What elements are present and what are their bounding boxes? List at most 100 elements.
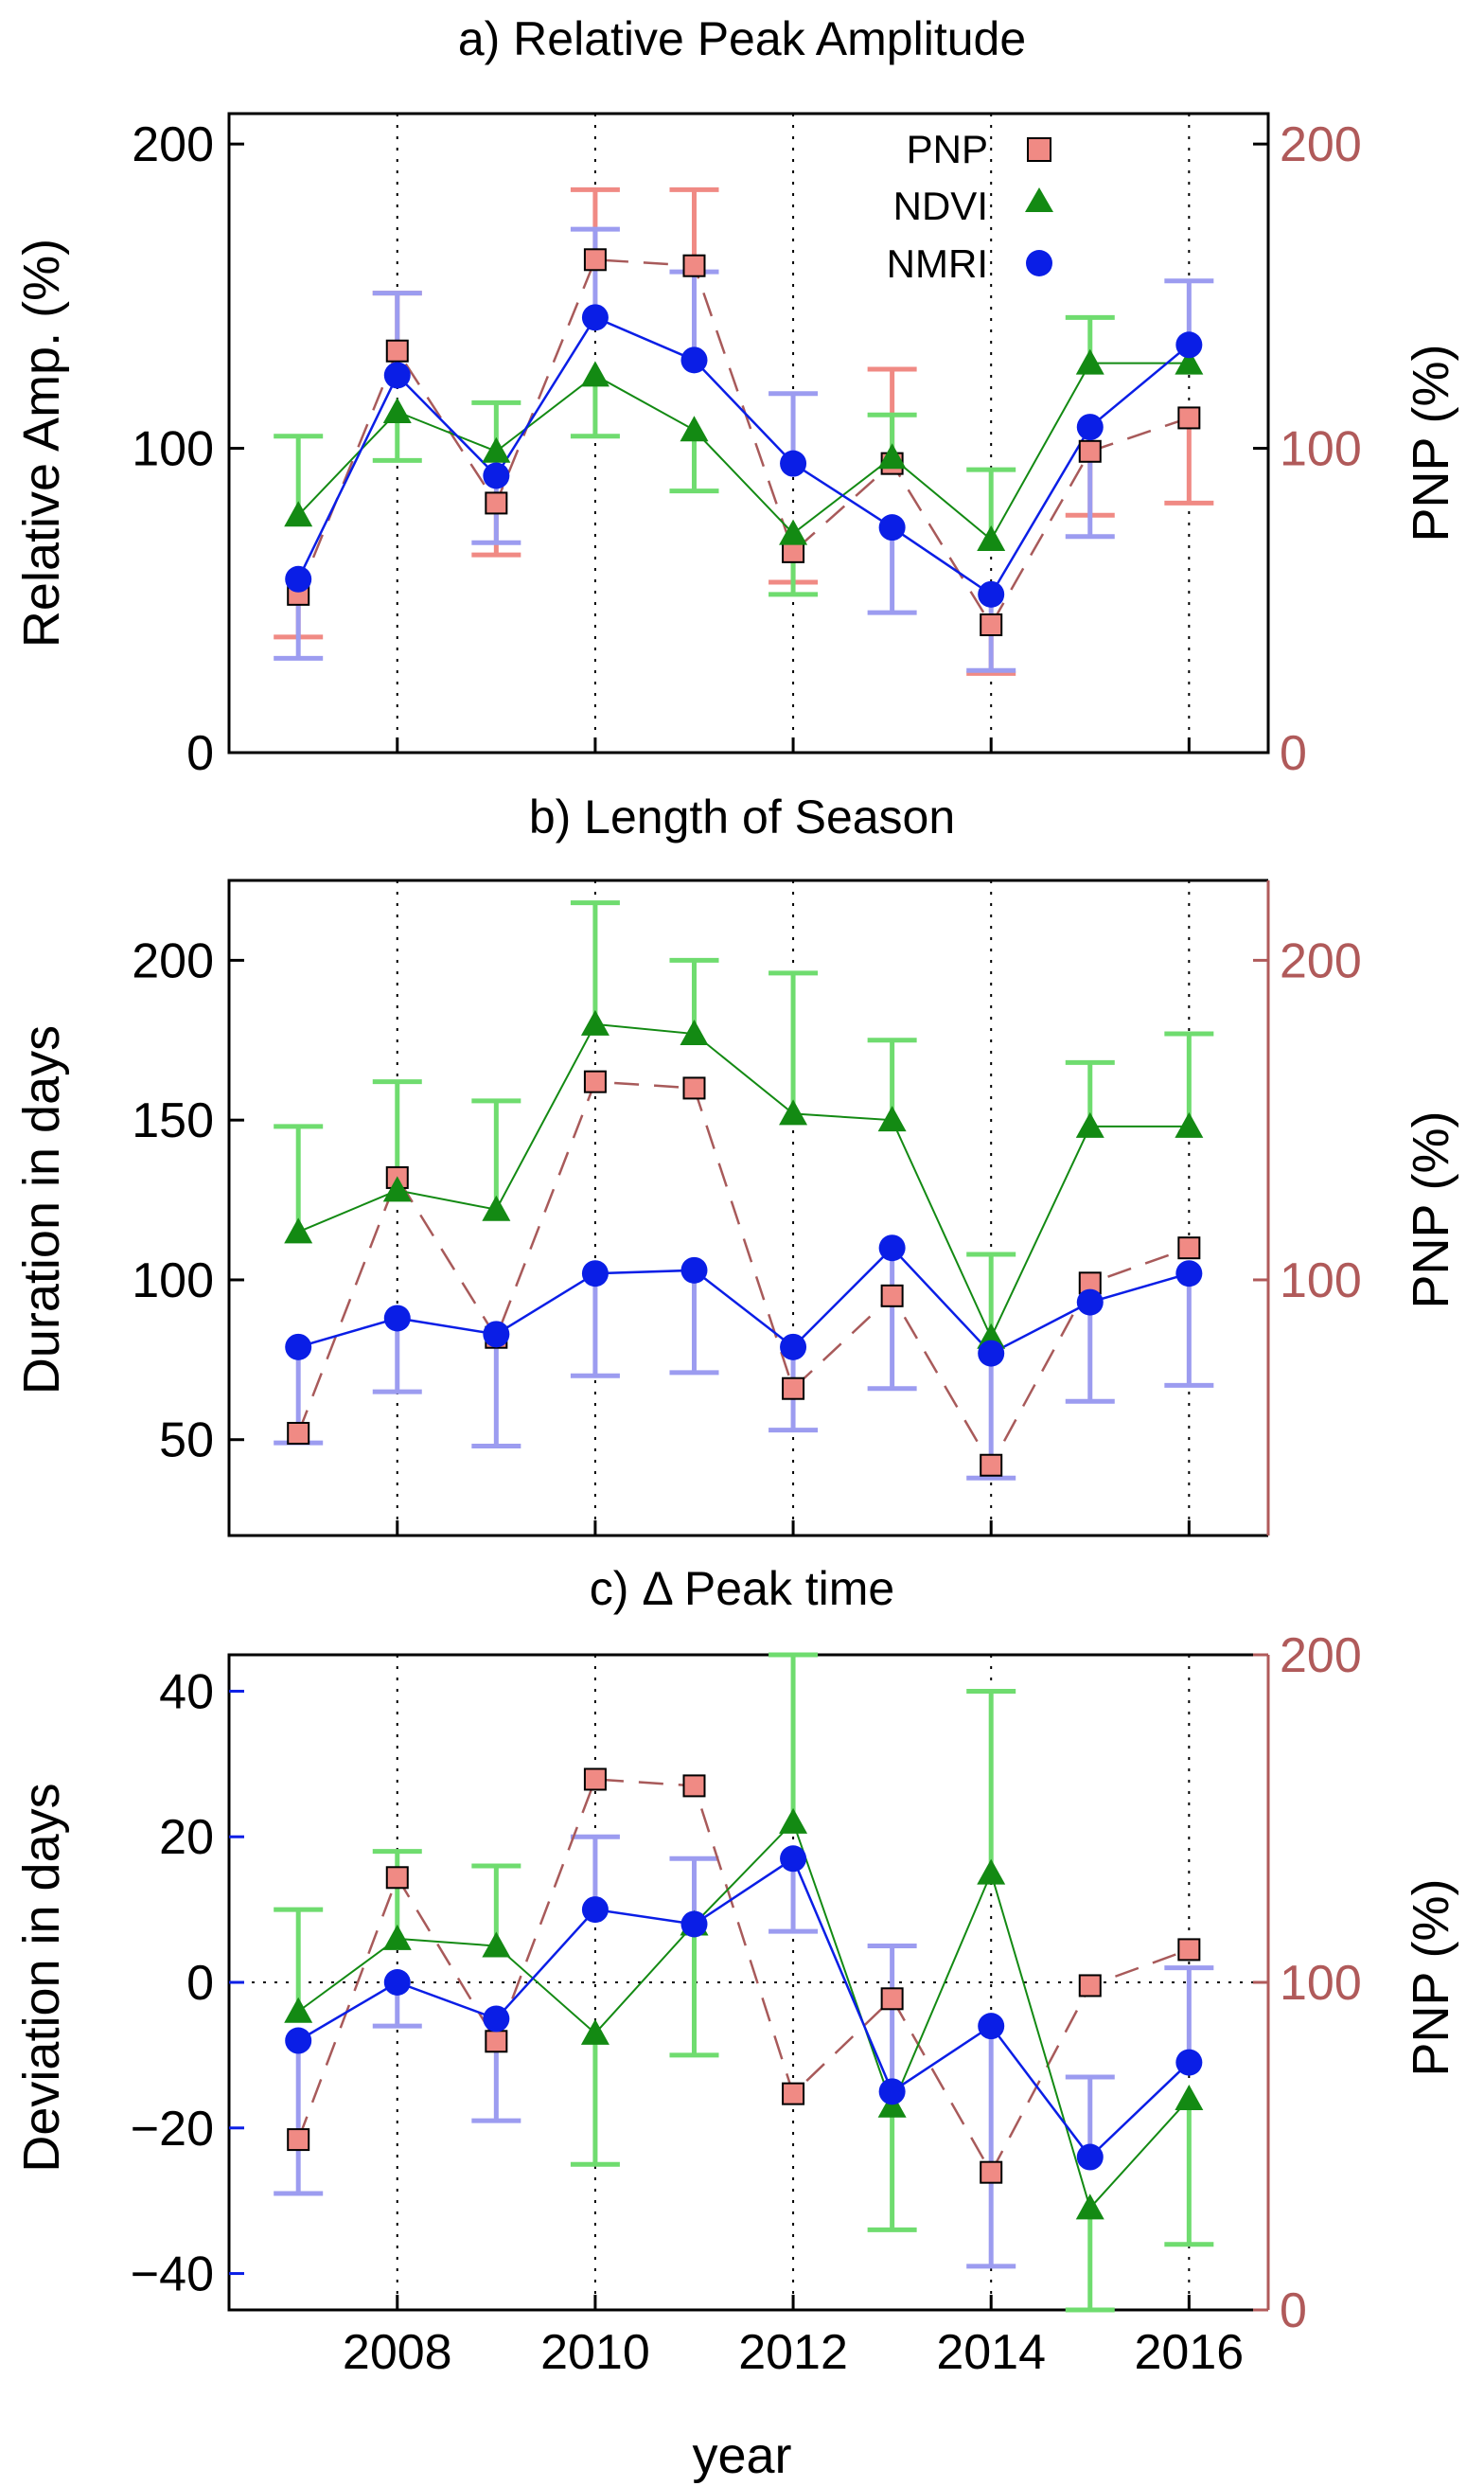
panel-a-pnp-marker <box>1177 406 1201 430</box>
panel-c-pnp-marker <box>782 2082 805 2105</box>
panel-a-pnp-marker <box>980 613 1003 636</box>
legend-marker-ndvi <box>1025 187 1053 212</box>
panel-c-left-tick-label: −40 <box>131 2247 214 2302</box>
panel-c-ndvi-marker <box>1075 2193 1104 2220</box>
panel-a-left-tick-label: 100 <box>132 422 214 477</box>
panel-c-pnp-line <box>297 1778 1190 2175</box>
panel-c-nmri-marker <box>680 1910 708 1938</box>
panel-c-ndvi-marker <box>1175 2085 1204 2111</box>
panel-b-pnp-marker <box>1177 1236 1201 1260</box>
panel-c-right-tick-label: 200 <box>1280 1628 1362 1683</box>
panel-a-pnp-marker <box>1078 439 1102 463</box>
panel-c-ndvi-marker <box>779 1807 808 1834</box>
panel-a-nmri-marker <box>383 362 411 389</box>
panel-c-pnp-marker <box>583 1767 607 1791</box>
panel-a-title: a) Relative Peak Amplitude <box>458 12 1026 65</box>
panel-a-ndvi-marker <box>977 525 1006 551</box>
panel-c-nmri-marker <box>1076 2143 1104 2171</box>
panel-b-ndvi-marker <box>1075 1111 1104 1138</box>
panel-b-ndvi-marker <box>877 1106 907 1132</box>
panel-a-left-tick-label: 200 <box>132 117 214 172</box>
panel-a: a) Relative Peak Amplitude Relative Amp.… <box>13 12 1459 781</box>
panel-c-nmri-marker <box>878 2078 906 2105</box>
panel-a-ndvi-marker <box>482 436 511 463</box>
panel-c-left-tick-label: −20 <box>131 2102 214 2157</box>
panel-b-right-tick-label: 100 <box>1280 1253 1362 1308</box>
panel-a-ndvi-marker <box>1175 348 1204 375</box>
panel-c-title: c) Δ Peak time <box>590 1562 894 1615</box>
panel-c-pnp-marker <box>1078 1974 1102 1998</box>
panel-c-pnp-marker <box>682 1774 706 1798</box>
panel-a-nmri-marker <box>878 514 906 542</box>
panel-b-nmri-line <box>297 1246 1190 1356</box>
panel-b-pnp-marker <box>782 1376 805 1400</box>
panel-c-nmri-marker <box>483 2005 510 2033</box>
panel-a-axes-frame <box>227 112 1270 755</box>
panel-a-nmri-marker <box>780 450 807 477</box>
panel-b-ndvi-line <box>297 1022 1190 1341</box>
panel-b-pnp-marker <box>980 1453 1003 1477</box>
panel-c-nmri-marker <box>285 2027 312 2054</box>
panel-b-nmri-marker <box>1175 1260 1203 1287</box>
panel-a-nmri-marker <box>978 580 1005 608</box>
panel-c-nmri-marker <box>1175 2049 1203 2076</box>
panel-b-nmri-marker <box>581 1260 609 1287</box>
panel-b-ylabel-right: PNP (%) <box>1403 1110 1459 1308</box>
panel-c-pnp-marker <box>980 2160 1003 2184</box>
panel-a-ndvi-marker <box>779 519 808 545</box>
panel-b-ndvi-marker <box>382 1176 412 1202</box>
panel-c-nmri-marker <box>978 2013 1005 2040</box>
panel-a-ndvi-marker <box>580 361 610 387</box>
panel-b-title: b) Length of Season <box>529 790 955 843</box>
panel-b-left-tick-label: 50 <box>159 1413 214 1468</box>
panel-b-left-tick-label: 150 <box>132 1093 214 1148</box>
panel-b-nmri-marker <box>680 1256 708 1284</box>
panel-a-ndvi-marker <box>284 501 313 527</box>
panel-c-left-tick-label: 0 <box>186 1956 214 2011</box>
legend-label-pnp: PNP <box>907 127 988 171</box>
panel-b-nmri-marker <box>878 1234 906 1262</box>
panel-a-pnp-marker <box>583 248 607 272</box>
panel-c-pnp-marker <box>1177 1938 1201 1962</box>
legend-label-ndvi: NDVI <box>893 184 988 228</box>
panel-a-pnp-marker <box>485 491 508 515</box>
panel-c-ndvi-marker <box>382 1924 412 1950</box>
panel-b-pnp-line <box>297 1080 1190 1468</box>
panel-c-nmri-marker <box>383 1969 411 1996</box>
panel-b-nmri-marker <box>1076 1288 1104 1316</box>
panel-c-x-tick-label: 2012 <box>738 2325 848 2380</box>
panel-c-ndvi-line <box>297 1820 1191 2211</box>
panel-c-ylabel: Deviation in days <box>13 1783 70 2172</box>
panel-a-ndvi-line <box>297 362 1190 542</box>
panel-a-right-tick-label: 100 <box>1280 422 1362 477</box>
panel-a-nmri-marker <box>581 304 609 331</box>
panel-c-ylabel-right: PNP (%) <box>1403 1878 1459 2076</box>
panel-a-ndvi-marker <box>680 416 709 442</box>
panel-c-ndvi-marker <box>977 1858 1006 1885</box>
panel-b-ndvi-marker <box>580 1009 610 1036</box>
panel-b-nmri-marker <box>780 1333 807 1360</box>
panel-b-ndvi-marker <box>1175 1111 1204 1138</box>
panel-a-ndvi-marker <box>1075 348 1104 375</box>
panel-c-nmri-marker <box>581 1896 609 1924</box>
panel-b: b) Length of Season Duration in days PNP… <box>13 790 1459 1537</box>
panel-b-ylabel: Duration in days <box>13 1025 70 1394</box>
panel-b-nmri-marker <box>285 1333 312 1360</box>
panel-c-x-tick-label: 2014 <box>936 2325 1046 2380</box>
panel-a-right-tick-label: 200 <box>1280 117 1362 172</box>
panel-b-plot: 50 100 150 200 100 200 <box>132 879 1362 1537</box>
panel-a-nmri-marker <box>680 346 708 374</box>
panel-b-nmri-marker <box>978 1340 1005 1367</box>
panel-b-nmri-marker <box>483 1321 510 1348</box>
panel-b-ndvi-marker <box>680 1020 709 1046</box>
panel-b-ndvi-marker <box>482 1195 511 1221</box>
panel-c-right-tick-label: 0 <box>1280 2283 1307 2338</box>
panel-a-left-tick-label: 0 <box>186 726 214 781</box>
panel-a-pnp-line <box>297 257 1190 628</box>
panel-a-ndvi-marker <box>877 443 907 470</box>
panel-a-pnp-marker <box>682 254 706 277</box>
panel-c-pnp-marker <box>287 2128 310 2152</box>
panel-a-plot: 0 100 200 0 100 200 <box>132 112 1362 781</box>
panel-b-pnp-marker <box>880 1284 904 1307</box>
